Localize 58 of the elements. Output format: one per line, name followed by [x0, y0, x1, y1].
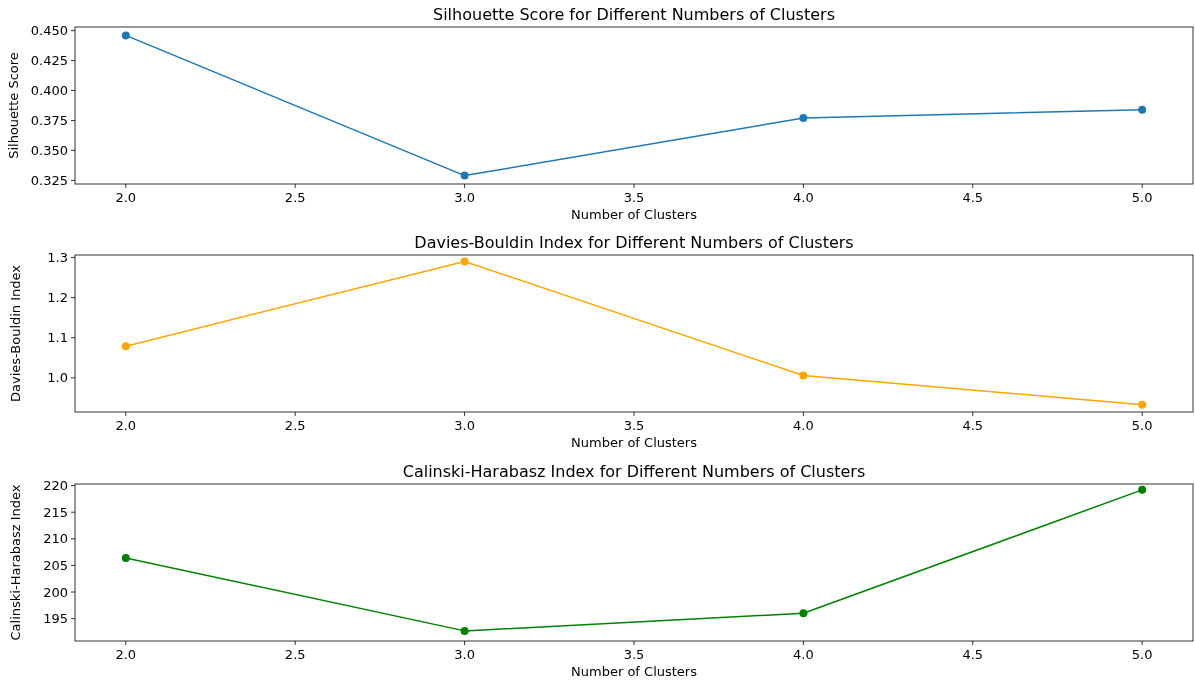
- y-tick-label: 0.400: [30, 83, 68, 99]
- point: [460, 626, 469, 635]
- point: [799, 371, 808, 380]
- point: [121, 342, 130, 351]
- x-tick-label: 4.5: [962, 190, 984, 205]
- y-tick-label: 195: [43, 611, 68, 627]
- point: [1138, 400, 1147, 409]
- y-tick-label: 1.1: [47, 330, 68, 346]
- x-tick-label: 2.0: [115, 647, 137, 662]
- point: [121, 31, 130, 40]
- x-axis-title: Number of Clusters: [571, 435, 698, 450]
- y-tick-label: 205: [43, 557, 68, 573]
- x-tick-label: 3.0: [454, 190, 475, 205]
- x-tick-label: 2.0: [115, 418, 137, 433]
- x-tick-label: 5.0: [1131, 647, 1153, 662]
- y-tick-label: 200: [43, 584, 68, 600]
- x-tick-label: 5.0: [1131, 418, 1153, 433]
- x-tick-label: 2.5: [284, 647, 306, 662]
- y-tick-label: 215: [43, 504, 68, 520]
- x-tick-label: 4.0: [793, 190, 814, 205]
- point: [1138, 485, 1147, 494]
- y-axis-title: Silhouette Score: [6, 52, 21, 159]
- y-tick-label: 1.0: [47, 370, 68, 386]
- chart-title: Davies-Bouldin Index for Different Numbers of Clusters: [414, 233, 854, 252]
- x-tick-label: 3.5: [623, 647, 645, 662]
- x-tick-label: 2.5: [284, 190, 306, 205]
- y-tick-label: 220: [43, 478, 68, 494]
- point: [460, 257, 469, 266]
- y-tick-label: 0.425: [30, 53, 68, 69]
- y-tick-label: 0.375: [30, 113, 68, 129]
- chart-title: Calinski-Harabasz Index for Different Numbers of Clusters: [402, 462, 866, 481]
- y-axis-title: Davies-Bouldin Index: [8, 264, 23, 403]
- x-tick-label: 5.0: [1131, 190, 1153, 205]
- y-tick-label: 210: [43, 531, 68, 547]
- y-tick-label: 1.3: [47, 249, 68, 265]
- x-tick-label: 2.5: [284, 418, 306, 433]
- y-axis-title: Calinski-Harabasz Index: [8, 484, 23, 641]
- x-tick-label: 3.5: [623, 418, 645, 433]
- x-axis-title: Number of Clusters: [571, 664, 698, 679]
- x-tick-label: 4.5: [962, 418, 984, 433]
- x-axis-title: Number of Clusters: [571, 207, 698, 222]
- x-tick-label: 4.0: [793, 647, 814, 662]
- x-tick-label: 2.0: [115, 190, 137, 205]
- point: [460, 171, 469, 180]
- x-tick-label: 4.0: [793, 418, 814, 433]
- y-tick-label: 1.2: [47, 290, 68, 306]
- chart-title: Silhouette Score for Different Numbers of Clusters: [433, 5, 835, 24]
- point: [799, 609, 808, 618]
- x-tick-label: 4.5: [962, 647, 984, 662]
- point: [121, 553, 130, 562]
- x-tick-label: 3.0: [454, 647, 475, 662]
- x-tick-label: 3.5: [623, 190, 645, 205]
- x-tick-label: 3.0: [454, 418, 475, 433]
- y-tick-label: 0.450: [30, 23, 68, 39]
- point: [1138, 105, 1147, 114]
- y-tick-label: 0.325: [30, 172, 68, 188]
- point: [799, 114, 808, 123]
- y-tick-label: 0.350: [30, 142, 68, 158]
